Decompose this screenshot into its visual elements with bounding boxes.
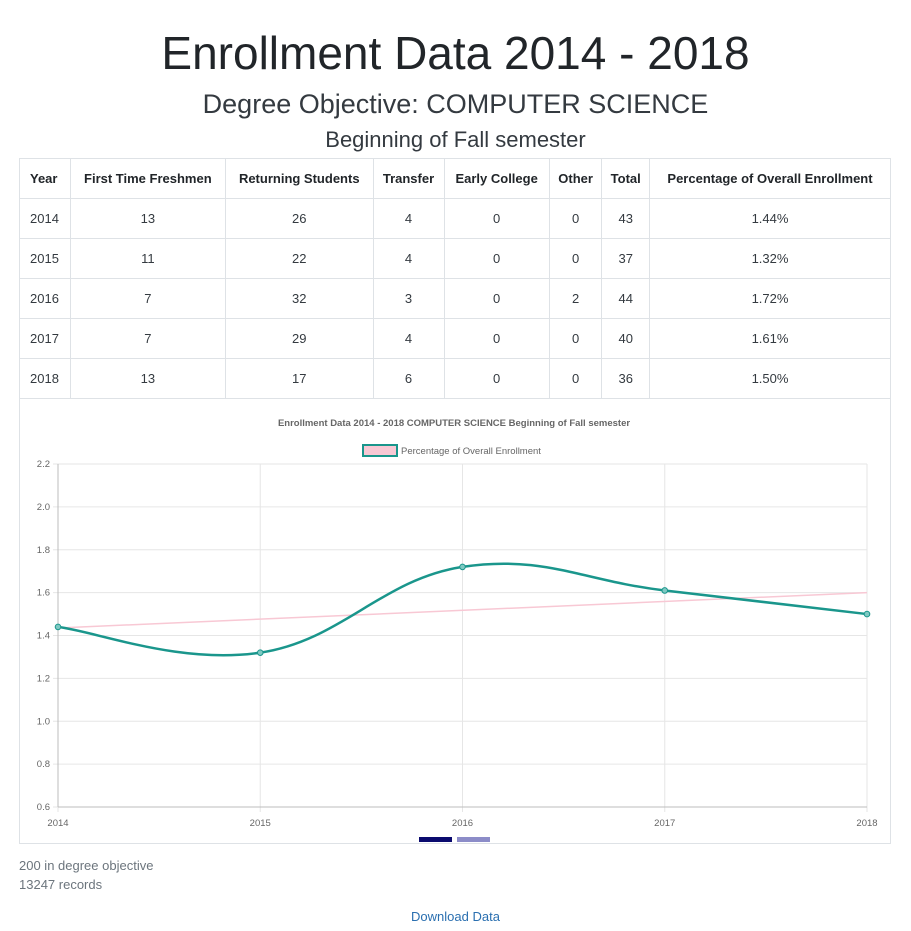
table-row: 2018 13 17 6 0 0 36 1.50% (19, 358, 891, 399)
degree-objective-count: 200 in degree objective (19, 858, 154, 873)
cell-first-time-freshmen: 7 (69, 318, 226, 359)
column-header-transfer: Transfer (372, 158, 445, 199)
cell-transfer: 4 (372, 318, 445, 359)
x-tick-label: 2015 (250, 818, 271, 829)
cell-returning-students: 22 (224, 238, 374, 279)
cell-total: 37 (601, 238, 650, 279)
data-point-2015[interactable] (256, 649, 264, 656)
cell-early-college: 0 (443, 198, 550, 239)
column-header-total: Total (601, 158, 650, 199)
cell-total: 43 (601, 198, 650, 239)
enrollment-table: Year First Time Freshmen Returning Stude… (19, 158, 891, 399)
table-row: 2016 7 32 3 0 2 44 1.72% (19, 278, 891, 319)
y-tick-label: 1.0 (37, 716, 50, 727)
cell-other: 0 (548, 358, 603, 399)
cell-returning-students: 32 (224, 278, 374, 319)
y-tick-label: 0.6 (37, 802, 50, 813)
y-tick-label: 1.4 (37, 631, 50, 642)
cell-early-college: 0 (443, 318, 550, 359)
cell-other: 0 (548, 198, 603, 239)
y-tick-label: 1.2 (37, 673, 50, 684)
cell-percentage: 1.32% (649, 238, 891, 279)
x-tick-label: 2014 (47, 818, 68, 829)
table-header-row: Year First Time Freshmen Returning Stude… (19, 158, 891, 199)
cell-first-time-freshmen: 11 (69, 238, 226, 279)
x-tick-label: 2016 (452, 818, 473, 829)
enrollment-line-chart: Enrollment Data 2014 - 2018 COMPUTER SCI… (37, 418, 878, 829)
column-header-percentage: Percentage of Overall Enrollment (649, 158, 891, 199)
cell-year: 2015 (19, 238, 71, 279)
cell-returning-students: 26 (224, 198, 374, 239)
cell-year: 2014 (19, 198, 71, 239)
cell-transfer: 4 (372, 238, 445, 279)
data-point-2017[interactable] (661, 587, 669, 594)
column-header-early-college: Early College (443, 158, 550, 199)
records-count: 13247 records (19, 877, 103, 892)
y-tick-label: 1.8 (37, 545, 50, 556)
cell-transfer: 4 (372, 198, 445, 239)
cell-percentage: 1.50% (649, 358, 891, 399)
page-title: Enrollment Data 2014 - 2018 (161, 27, 750, 79)
cell-percentage: 1.72% (649, 278, 891, 319)
degree-objective-heading: Degree Objective: COMPUTER SCIENCE (202, 89, 709, 119)
chart-container: Enrollment Data 2014 - 2018 COMPUTER SCI… (19, 399, 891, 844)
legend-label[interactable]: Percentage of Overall Enrollment (401, 446, 541, 457)
cell-first-time-freshmen: 13 (69, 358, 226, 399)
legend-swatch[interactable] (362, 444, 398, 457)
cell-early-college: 0 (443, 278, 550, 319)
data-point-2014[interactable] (54, 623, 62, 631)
cell-total: 40 (601, 318, 650, 359)
column-header-first-time-freshmen: First Time Freshmen (69, 158, 226, 199)
cell-early-college: 0 (443, 358, 550, 399)
cell-returning-students: 17 (224, 358, 374, 399)
y-tick-label: 2.0 (37, 502, 50, 513)
cell-other: 0 (548, 318, 603, 359)
cell-other: 0 (548, 238, 603, 279)
data-point-2018[interactable] (863, 610, 871, 618)
cell-year: 2017 (19, 318, 71, 359)
x-tick-label: 2017 (654, 818, 675, 829)
cell-total: 44 (601, 278, 650, 319)
y-tick-label: 2.2 (37, 459, 50, 470)
y-tick-label: 0.8 (37, 759, 50, 770)
cell-transfer: 6 (372, 358, 445, 399)
semester-heading: Beginning of Fall semester (325, 127, 586, 152)
y-tick-label: 1.6 (37, 588, 50, 599)
chart-pager-indicator[interactable] (457, 837, 490, 842)
cell-returning-students: 29 (224, 318, 374, 359)
chart-pager-indicator-active[interactable] (419, 837, 452, 842)
x-tick-label: 2018 (856, 818, 877, 829)
table-row: 2014 13 26 4 0 0 43 1.44% (19, 198, 891, 239)
table-row: 2017 7 29 4 0 0 40 1.61% (19, 318, 891, 359)
cell-other: 2 (548, 278, 603, 319)
chart-title: Enrollment Data 2014 - 2018 COMPUTER SCI… (278, 418, 630, 429)
cell-percentage: 1.44% (649, 198, 891, 239)
column-header-returning-students: Returning Students (224, 158, 374, 199)
column-header-year: Year (19, 158, 71, 199)
cell-percentage: 1.61% (649, 318, 891, 359)
cell-transfer: 3 (372, 278, 445, 319)
cell-year: 2018 (19, 358, 71, 399)
download-data-link[interactable]: Download Data (411, 909, 500, 924)
cell-total: 36 (601, 358, 650, 399)
cell-first-time-freshmen: 7 (69, 278, 226, 319)
cell-early-college: 0 (443, 238, 550, 279)
data-point-2016[interactable] (459, 563, 466, 571)
column-header-other: Other (548, 158, 603, 199)
cell-year: 2016 (19, 278, 71, 319)
table-row: 2015 11 22 4 0 0 37 1.32% (19, 238, 891, 279)
cell-first-time-freshmen: 13 (69, 198, 226, 239)
